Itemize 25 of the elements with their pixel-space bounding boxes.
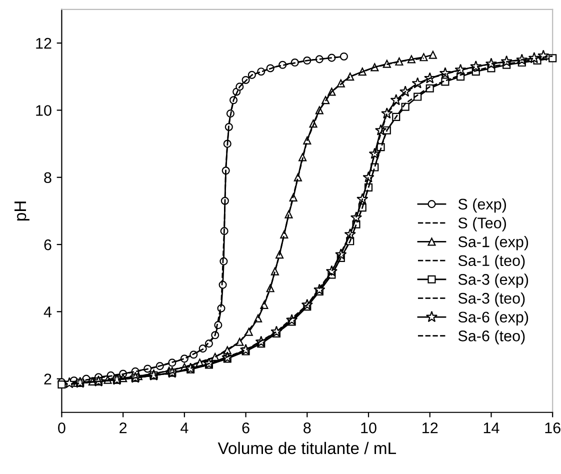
legend-label: S (Teo) — [458, 217, 506, 232]
legend-label: Sa-1 (teo) — [458, 254, 525, 270]
x-tick-label: 8 — [304, 422, 311, 434]
x-axis-title: Volume de titulante / mL — [218, 442, 396, 454]
x-tick-label: 4 — [180, 422, 188, 434]
y-tick-label: 8 — [44, 172, 52, 184]
legend-label: Sa-6 (teo) — [458, 330, 525, 344]
y-tick-label: 2 — [44, 374, 52, 384]
y-axis-title: pH — [14, 202, 30, 221]
x-tick-label: 16 — [545, 422, 560, 434]
y-tick-label: 10 — [36, 105, 52, 116]
legend-label: Sa-1 (exp) — [458, 236, 528, 250]
x-tick-label: 6 — [242, 422, 250, 434]
x-tick-label: 0 — [58, 422, 66, 434]
y-tick-label: 6 — [44, 239, 52, 250]
x-tick-label: 14 — [484, 422, 500, 434]
x-tick-label: 10 — [361, 422, 376, 434]
legend-label: Sa-3 (exp) — [458, 274, 528, 288]
legend-label: Sa-6 (exp) — [458, 311, 528, 326]
y-tick-label: 12 — [36, 38, 52, 49]
legend-label: Sa-3 (teo) — [458, 292, 525, 307]
x-tick-label: 12 — [422, 422, 438, 434]
y-tick-label: 4 — [44, 306, 52, 318]
legend-label: S (exp) — [458, 198, 506, 213]
x-tick-label: 2 — [120, 422, 127, 434]
